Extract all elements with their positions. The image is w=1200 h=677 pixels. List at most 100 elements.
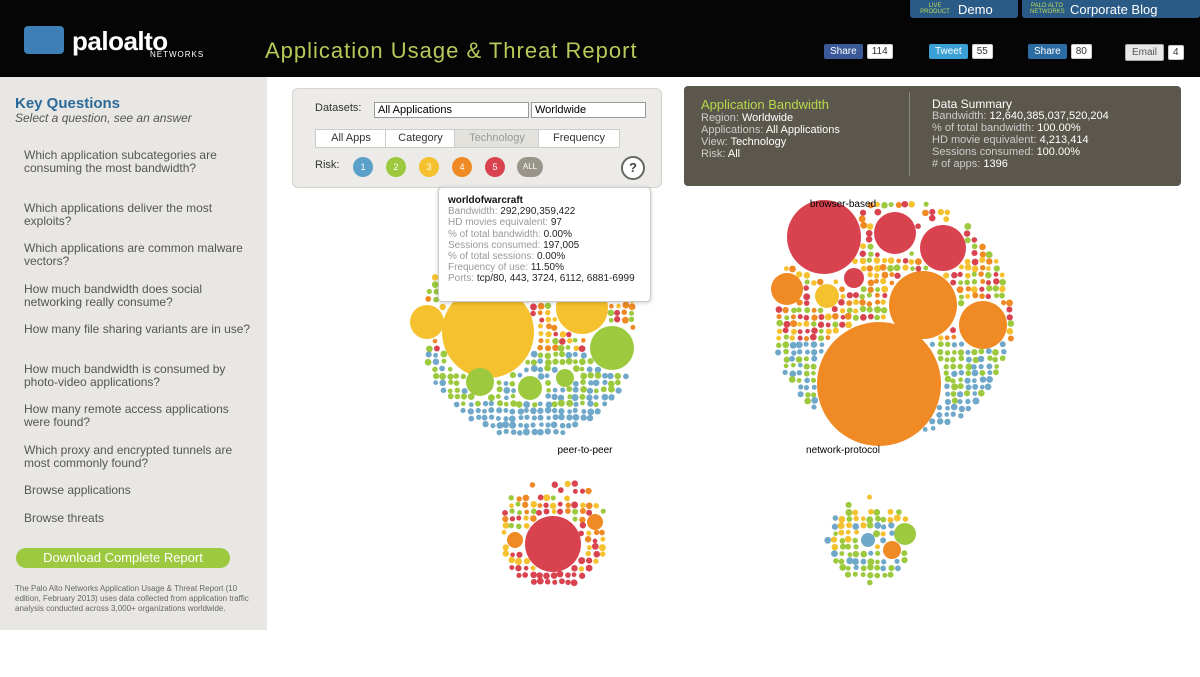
- bubble[interactable]: [544, 338, 550, 344]
- bubble[interactable]: [964, 390, 971, 397]
- bubble[interactable]: [999, 285, 1006, 293]
- bubble[interactable]: [544, 364, 551, 372]
- bubble[interactable]: [852, 314, 859, 321]
- bubble[interactable]: [846, 516, 853, 522]
- bubble[interactable]: [544, 345, 552, 352]
- bubble[interactable]: [614, 316, 621, 323]
- bubble[interactable]: [559, 338, 566, 345]
- bubble[interactable]: [825, 335, 831, 341]
- bubble[interactable]: [853, 515, 859, 522]
- bubble[interactable]: [537, 358, 543, 365]
- bubble[interactable]: [544, 373, 550, 379]
- bubble[interactable]: [587, 514, 603, 530]
- bubble[interactable]: [546, 323, 552, 330]
- bubble[interactable]: [972, 391, 978, 396]
- bubble[interactable]: [593, 529, 600, 536]
- bubble[interactable]: [782, 341, 790, 349]
- bubble[interactable]: [571, 572, 577, 578]
- bubble[interactable]: [515, 523, 522, 530]
- bubble[interactable]: [987, 370, 993, 376]
- bubble[interactable]: [558, 408, 565, 415]
- bubble[interactable]: [586, 414, 594, 422]
- bubble[interactable]: [460, 401, 466, 406]
- bubble[interactable]: [965, 356, 972, 363]
- bubble[interactable]: [788, 376, 796, 383]
- bubble[interactable]: [552, 358, 559, 365]
- bubble[interactable]: [993, 258, 999, 264]
- bubble[interactable]: [853, 544, 859, 550]
- bubble[interactable]: [867, 572, 874, 579]
- bubble[interactable]: [544, 302, 552, 310]
- bubble[interactable]: [908, 259, 915, 265]
- bubble[interactable]: [978, 348, 985, 355]
- bubble[interactable]: [565, 345, 571, 350]
- bubble[interactable]: [887, 508, 894, 515]
- bubble[interactable]: [798, 384, 804, 390]
- bubble[interactable]: [993, 278, 1000, 285]
- bubble[interactable]: [873, 257, 881, 264]
- bubble[interactable]: [985, 251, 993, 259]
- bubble[interactable]: [523, 558, 531, 565]
- bubble[interactable]: [978, 271, 984, 277]
- bubble[interactable]: [805, 349, 810, 355]
- bubble[interactable]: [839, 551, 845, 556]
- bubble[interactable]: [867, 243, 874, 250]
- bubble[interactable]: [426, 288, 432, 295]
- bubble[interactable]: [433, 380, 439, 385]
- bubble[interactable]: [943, 370, 949, 376]
- bubble[interactable]: [516, 572, 522, 579]
- bubble[interactable]: [902, 516, 909, 522]
- question-link[interactable]: How many remote access applications were…: [24, 402, 229, 429]
- bubble[interactable]: [957, 398, 963, 405]
- bubble[interactable]: [559, 351, 566, 358]
- bubble[interactable]: [978, 364, 984, 370]
- bubble[interactable]: [880, 299, 886, 305]
- bubble[interactable]: [818, 335, 824, 342]
- bubble[interactable]: [593, 558, 599, 564]
- bubble[interactable]: [846, 307, 853, 314]
- bubble[interactable]: [487, 394, 495, 402]
- bubble[interactable]: [776, 328, 783, 335]
- bubble[interactable]: [944, 357, 950, 363]
- bubble[interactable]: [566, 399, 574, 407]
- bubble[interactable]: [944, 383, 950, 390]
- bubble[interactable]: [622, 301, 630, 309]
- bubble[interactable]: [894, 558, 900, 564]
- bubble[interactable]: [502, 544, 509, 551]
- bubble[interactable]: [551, 366, 558, 373]
- bubble[interactable]: [553, 331, 559, 337]
- bubble[interactable]: [795, 341, 803, 349]
- bubble[interactable]: [980, 279, 986, 284]
- bubble[interactable]: [543, 508, 550, 515]
- bubble[interactable]: [509, 565, 515, 571]
- bubble[interactable]: [587, 408, 595, 416]
- bubble[interactable]: [1006, 328, 1014, 335]
- bubble[interactable]: [999, 272, 1005, 278]
- bubble[interactable]: [943, 272, 950, 279]
- bubble[interactable]: [530, 310, 536, 317]
- bubble[interactable]: [896, 258, 901, 264]
- bubble[interactable]: [481, 414, 488, 421]
- bubble[interactable]: [852, 550, 860, 558]
- bubble[interactable]: [852, 258, 858, 265]
- question-link[interactable]: Which application subcategories are cons…: [24, 148, 217, 175]
- bubble[interactable]: [964, 258, 971, 265]
- bubble[interactable]: [544, 428, 551, 435]
- bubble[interactable]: [797, 335, 803, 341]
- bubble[interactable]: [815, 284, 839, 308]
- bubble[interactable]: [580, 372, 588, 380]
- bubble[interactable]: [845, 321, 853, 329]
- bubble[interactable]: [559, 578, 565, 585]
- bubble[interactable]: [571, 393, 579, 401]
- bubble[interactable]: [868, 251, 874, 257]
- bubble[interactable]: [523, 565, 529, 571]
- bubble[interactable]: [874, 292, 880, 298]
- bubble[interactable]: [537, 414, 544, 421]
- bubble[interactable]: [509, 508, 515, 514]
- bubble[interactable]: [545, 401, 553, 409]
- bubble[interactable]: [482, 408, 487, 414]
- bubble[interactable]: [579, 516, 586, 524]
- bubble[interactable]: [882, 572, 888, 578]
- bubble[interactable]: [901, 550, 908, 557]
- bubble[interactable]: [588, 380, 594, 386]
